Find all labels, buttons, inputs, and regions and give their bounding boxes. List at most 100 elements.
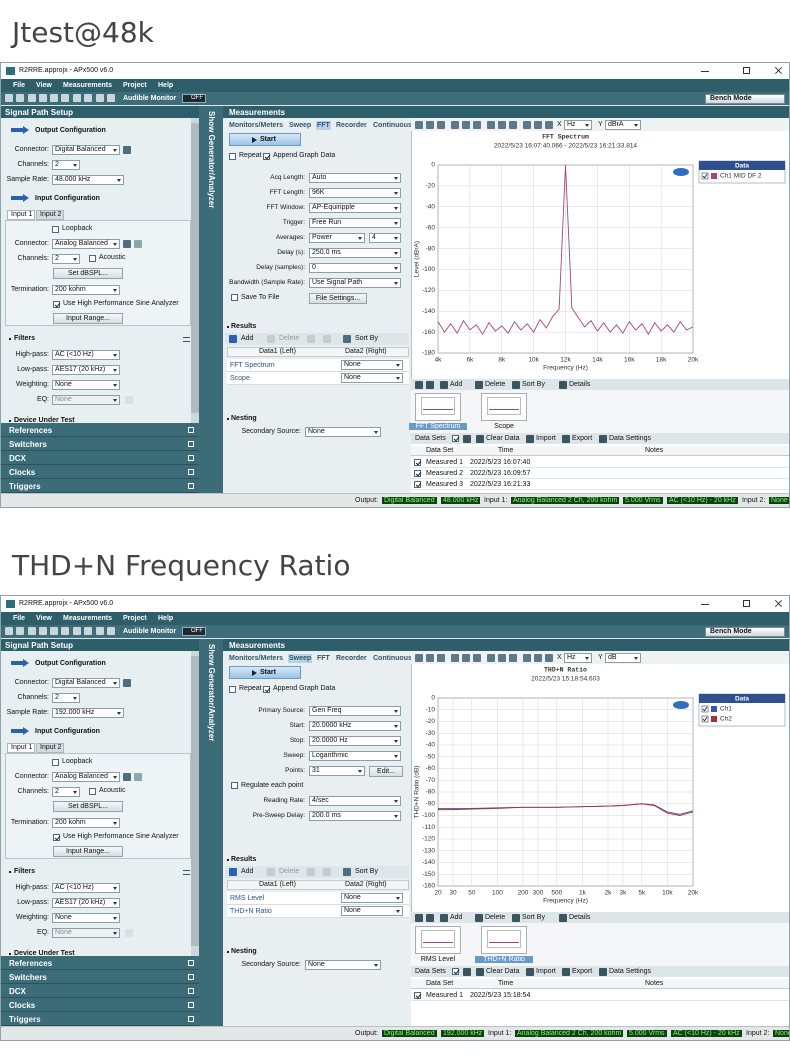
checkbox[interactable] bbox=[231, 294, 238, 301]
button[interactable]: Input Range... bbox=[53, 313, 123, 324]
group-header[interactable] bbox=[1, 956, 199, 970]
graph-tool[interactable] bbox=[509, 654, 517, 662]
toolbar-icon[interactable] bbox=[16, 94, 24, 102]
toolbar-icon[interactable] bbox=[5, 627, 13, 635]
graph-tool[interactable] bbox=[462, 121, 470, 129]
toolbar-icon[interactable] bbox=[73, 94, 81, 102]
menu-item[interactable]: File bbox=[13, 615, 26, 622]
toolbar-icon[interactable] bbox=[84, 627, 92, 635]
toolbar-icon[interactable] bbox=[96, 627, 104, 635]
expand-icon[interactable] bbox=[188, 469, 194, 475]
dropdown[interactable]: 2 bbox=[52, 693, 80, 703]
group-header[interactable] bbox=[1, 451, 199, 465]
dropdown[interactable]: 200.0 ms bbox=[309, 811, 401, 821]
measurement-tab[interactable]: Sweep bbox=[289, 122, 312, 129]
toolbar-icon[interactable] bbox=[50, 94, 58, 102]
delete-icon[interactable] bbox=[475, 914, 483, 922]
details-icon[interactable] bbox=[559, 381, 567, 389]
measurement-tab[interactable]: Monitors/Meters bbox=[229, 655, 284, 662]
delete-icon[interactable] bbox=[267, 868, 275, 876]
toolbar-icon[interactable] bbox=[39, 94, 47, 102]
checkbox[interactable] bbox=[229, 153, 236, 160]
expand-icon[interactable] bbox=[188, 427, 194, 433]
dropdown[interactable]: dB bbox=[605, 653, 641, 663]
dropdown[interactable]: 250.0 ms bbox=[309, 248, 401, 258]
sort-icon[interactable] bbox=[343, 335, 351, 343]
checkbox[interactable] bbox=[414, 459, 421, 466]
result-name[interactable]: FFT Spectrum bbox=[230, 362, 275, 369]
sort-icon[interactable] bbox=[343, 868, 351, 876]
toolbar-button[interactable]: Clear Data bbox=[486, 968, 520, 975]
settings-icon[interactable] bbox=[599, 435, 607, 443]
minimize-button[interactable] bbox=[701, 604, 709, 605]
toolbar-button[interactable]: Sort By bbox=[355, 868, 378, 875]
dropdown[interactable]: 20.0000 kHz bbox=[309, 721, 401, 731]
toolbar-button[interactable]: Add bbox=[450, 914, 463, 921]
toolbar-icon[interactable] bbox=[16, 627, 24, 635]
graph-tool[interactable] bbox=[462, 654, 470, 662]
mode-selector[interactable]: Bench Mode bbox=[705, 627, 785, 637]
dropdown[interactable]: 0 bbox=[309, 263, 401, 273]
tab[interactable]: Input 1 bbox=[7, 210, 35, 220]
add-icon[interactable] bbox=[440, 381, 448, 389]
add-icon[interactable] bbox=[229, 335, 237, 343]
measurement-tab[interactable]: Recorder bbox=[336, 655, 367, 662]
export-icon[interactable] bbox=[562, 435, 570, 443]
toolbar-button[interactable]: Data Settings bbox=[609, 435, 652, 442]
down-icon[interactable] bbox=[323, 335, 331, 343]
toolbar-icon[interactable] bbox=[5, 94, 13, 102]
toolbar-icon[interactable] bbox=[61, 94, 69, 102]
toolbar-button[interactable]: Add bbox=[241, 868, 254, 875]
graph-tool[interactable] bbox=[523, 121, 531, 129]
group-header[interactable] bbox=[1, 479, 199, 493]
nav-icon[interactable] bbox=[415, 381, 423, 389]
graph-tool[interactable] bbox=[523, 654, 531, 662]
measurement-tab[interactable]: Recorder bbox=[336, 122, 367, 129]
collapse-icon[interactable] bbox=[183, 870, 190, 875]
dropdown[interactable]: 4/sec bbox=[309, 796, 401, 806]
dropdown[interactable]: Logarithmic bbox=[309, 751, 401, 761]
dropdown[interactable]: Analog Balanced bbox=[52, 772, 120, 782]
dropdown[interactable]: Power bbox=[309, 233, 365, 243]
graph-thumbnail-label[interactable]: FFT Spectrum bbox=[409, 423, 467, 430]
dropdown[interactable]: 2 bbox=[52, 787, 80, 797]
toolbar-button[interactable]: Sort By bbox=[355, 335, 378, 342]
up-icon[interactable] bbox=[307, 335, 315, 343]
link-icon[interactable] bbox=[134, 240, 142, 248]
nav-icon[interactable] bbox=[426, 914, 434, 922]
graph-tool[interactable] bbox=[534, 121, 542, 129]
dropdown[interactable]: AC (<10 Hz) bbox=[52, 883, 120, 893]
toolbar-icon[interactable] bbox=[463, 435, 471, 443]
graph-tool[interactable] bbox=[498, 654, 506, 662]
eq-button[interactable] bbox=[125, 396, 133, 404]
checkbox[interactable] bbox=[414, 470, 421, 477]
menu-item[interactable]: Help bbox=[158, 615, 174, 622]
toolbar-button[interactable]: Add bbox=[450, 381, 463, 388]
dropdown[interactable]: AP-Equiripple bbox=[309, 203, 401, 213]
mode-selector[interactable]: Bench Mode bbox=[705, 94, 785, 104]
toolbar-button[interactable]: Delete bbox=[485, 914, 506, 921]
expand-icon[interactable] bbox=[188, 483, 194, 489]
import-icon[interactable] bbox=[526, 435, 534, 443]
graph-tool[interactable] bbox=[451, 654, 459, 662]
graph-tool[interactable] bbox=[426, 121, 434, 129]
toolbar-button[interactable]: Add bbox=[241, 335, 254, 342]
settings-icon[interactable] bbox=[123, 146, 131, 154]
checkbox[interactable] bbox=[52, 759, 59, 766]
button[interactable]: Set dBSPL... bbox=[53, 801, 123, 812]
expand-icon[interactable] bbox=[188, 988, 194, 994]
dropdown[interactable]: AES17 (20 kHz) bbox=[52, 898, 120, 908]
settings-icon[interactable] bbox=[123, 679, 131, 687]
dropdown[interactable]: AC (<10 Hz) bbox=[52, 350, 120, 360]
dropdown[interactable]: 192.000 kHz bbox=[52, 708, 124, 718]
menu-item[interactable]: Measurements bbox=[63, 82, 113, 89]
group-header[interactable] bbox=[1, 998, 199, 1012]
import-icon[interactable] bbox=[526, 968, 534, 976]
dropdown[interactable]: 2 bbox=[52, 160, 80, 170]
measurement-tab[interactable]: Continuous Sweep bbox=[373, 122, 436, 129]
menu-item[interactable]: Project bbox=[123, 615, 147, 622]
button[interactable]: Set dBSPL... bbox=[53, 268, 123, 279]
dropdown[interactable]: None bbox=[305, 427, 381, 437]
checkbox[interactable] bbox=[229, 686, 236, 693]
dropdown[interactable]: 200 kohm bbox=[52, 285, 120, 295]
